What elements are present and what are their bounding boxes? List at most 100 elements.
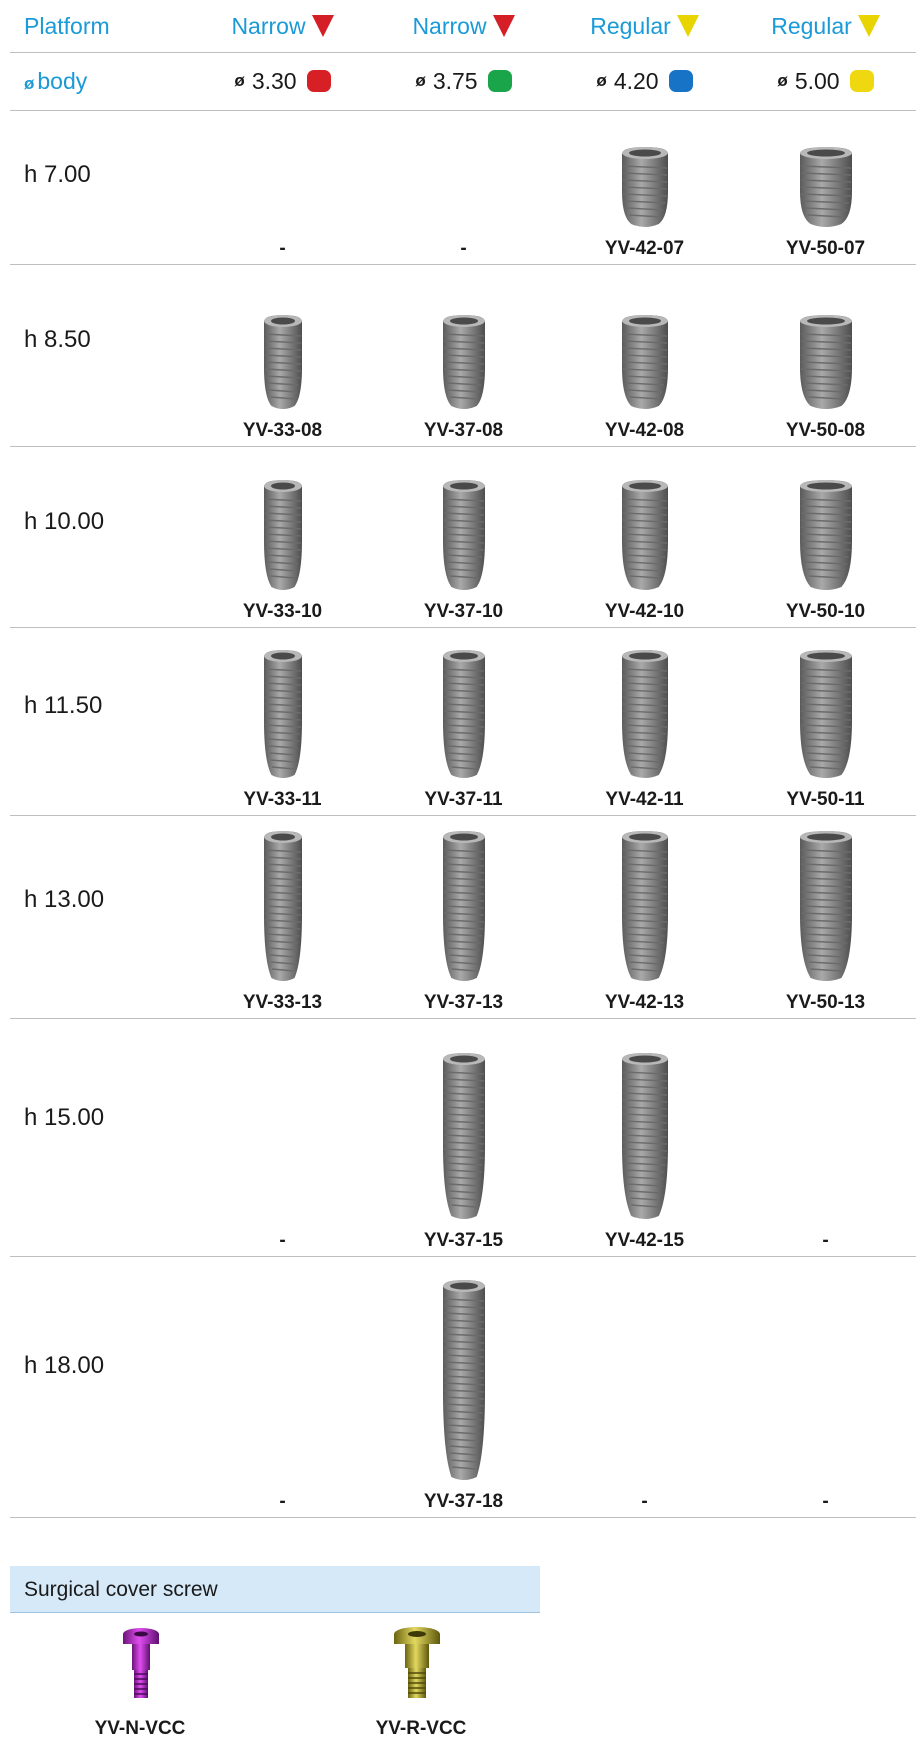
implant-image bbox=[799, 315, 852, 409]
product-code: - bbox=[279, 1491, 286, 1512]
product-code: YV-42-07 bbox=[604, 238, 685, 259]
implant-image bbox=[442, 1280, 485, 1480]
product-code: - bbox=[460, 238, 467, 259]
implant-image bbox=[621, 650, 668, 778]
implant-cell: YV-50-11 bbox=[735, 627, 916, 815]
implant-image bbox=[442, 650, 485, 778]
implant-image bbox=[621, 315, 668, 409]
product-code: YV-37-15 bbox=[423, 1230, 504, 1251]
implant-image bbox=[621, 831, 668, 981]
implant-image bbox=[442, 315, 485, 409]
height-row: h 13.00 YV-33-13 YV-37-13 YV-42- bbox=[10, 815, 916, 1019]
implant-image bbox=[799, 147, 852, 227]
implant-cell: YV-37-15 bbox=[373, 1018, 554, 1256]
product-code: YV-37-10 bbox=[423, 601, 504, 622]
product-code: YV-50-13 bbox=[785, 992, 866, 1013]
product-code: YV-50-10 bbox=[785, 601, 866, 622]
product-code: - bbox=[279, 1230, 286, 1251]
height-label: h 13.00 bbox=[24, 886, 105, 914]
height-row: h 7.00 - - YV-42-07 YV-50-07 bbox=[10, 110, 916, 265]
implant-cell: YV-50-10 bbox=[735, 446, 916, 627]
implant-image bbox=[621, 480, 668, 590]
implant-cell: - bbox=[735, 1018, 916, 1256]
platform-name: Narrow bbox=[412, 12, 487, 39]
implant-cell: - bbox=[192, 1018, 373, 1256]
cover-screw-code: YV-R-VCC bbox=[375, 1718, 467, 1739]
implant-image bbox=[799, 650, 852, 778]
narrow-triangle-icon bbox=[311, 15, 334, 37]
diameter-value: 3.30 bbox=[251, 67, 297, 94]
product-code: YV-33-10 bbox=[242, 601, 323, 622]
implant-image bbox=[799, 831, 852, 981]
implant-cell: YV-37-13 bbox=[373, 815, 554, 1018]
implant-image bbox=[621, 147, 668, 227]
product-code: YV-37-18 bbox=[423, 1491, 504, 1512]
product-code: YV-42-13 bbox=[604, 992, 685, 1013]
implant-cell: YV-33-08 bbox=[192, 264, 373, 446]
red-color-chip bbox=[306, 70, 331, 92]
implant-image bbox=[263, 650, 302, 778]
platform-name: Regular bbox=[771, 12, 852, 39]
height-label: h 18.00 bbox=[24, 1351, 105, 1379]
diameter-value: 4.20 bbox=[613, 67, 659, 94]
implant-cell: YV-42-10 bbox=[554, 446, 735, 627]
product-code: YV-42-08 bbox=[604, 420, 685, 441]
diameter-symbol: ø bbox=[415, 71, 426, 90]
height-row: h 8.50 YV-33-08 YV-37-08 YV-42-0 bbox=[10, 264, 916, 447]
implant-cell: - bbox=[192, 110, 373, 264]
implant-cell: YV-37-18 bbox=[373, 1256, 554, 1517]
diameter-symbol: ø bbox=[777, 71, 788, 90]
implant-cell: YV-33-13 bbox=[192, 815, 373, 1018]
implant-image bbox=[442, 831, 485, 981]
implant-cell: - bbox=[735, 1256, 916, 1517]
product-code: YV-37-08 bbox=[423, 420, 504, 441]
platform-name: Regular bbox=[590, 12, 671, 39]
platform-label: Platform bbox=[24, 12, 110, 39]
product-code: YV-42-15 bbox=[604, 1230, 685, 1251]
diameter-value: 3.75 bbox=[432, 67, 478, 94]
diameter-symbol: ø bbox=[234, 71, 245, 90]
height-row: h 10.00 YV-33-10 YV-37-10 YV-42- bbox=[10, 446, 916, 628]
narrow-triangle-icon bbox=[492, 15, 515, 37]
implant-cell: YV-42-15 bbox=[554, 1018, 735, 1256]
product-code: YV-42-10 bbox=[604, 601, 685, 622]
regular-triangle-icon bbox=[857, 15, 880, 37]
implant-image bbox=[442, 480, 485, 590]
product-code: - bbox=[279, 238, 286, 259]
cover-screw-header: Surgical cover screw bbox=[10, 1566, 540, 1613]
product-code: - bbox=[822, 1491, 829, 1512]
implant-cell: - bbox=[554, 1256, 735, 1517]
product-code: YV-37-13 bbox=[423, 992, 504, 1013]
implant-cell: YV-37-08 bbox=[373, 264, 554, 446]
implant-image bbox=[621, 1053, 668, 1219]
blue-color-chip bbox=[668, 70, 693, 92]
platform-name: Narrow bbox=[231, 12, 306, 39]
implant-image bbox=[799, 480, 852, 590]
height-label: h 10.00 bbox=[24, 508, 105, 536]
product-code: YV-42-11 bbox=[605, 789, 684, 810]
cover-screw-code: YV-N-VCC bbox=[94, 1718, 186, 1739]
narrow-cover-screw-image bbox=[123, 1628, 159, 1698]
product-code: - bbox=[822, 1230, 829, 1251]
implant-cell: YV-50-13 bbox=[735, 815, 916, 1018]
implant-cell: YV-33-11 bbox=[192, 627, 373, 815]
implant-cell: YV-42-13 bbox=[554, 815, 735, 1018]
platform-row: Platform Narrow Narrow Regular Regular bbox=[10, 0, 916, 53]
product-code: YV-50-11 bbox=[786, 789, 865, 810]
implant-cell: YV-33-10 bbox=[192, 446, 373, 627]
height-row: h 15.00 - YV-37-15 YV-42-15 - bbox=[10, 1018, 916, 1257]
regular-cover-screw-image bbox=[394, 1627, 440, 1698]
height-label: h 15.00 bbox=[24, 1103, 105, 1131]
yellow-color-chip bbox=[849, 70, 874, 92]
body-diameter-row: ø body ø 3.30 ø 3.75 ø 4.20 ø 5.00 bbox=[10, 52, 916, 111]
implant-cell: YV-37-11 bbox=[373, 627, 554, 815]
height-row: h 11.50 YV-33-11 YV-37-11 YV-42- bbox=[10, 627, 916, 816]
implant-cell: YV-42-07 bbox=[554, 110, 735, 264]
implant-cell: YV-37-10 bbox=[373, 446, 554, 627]
product-code: YV-33-13 bbox=[242, 992, 323, 1013]
implant-cell: - bbox=[192, 1256, 373, 1517]
diameter-value: 5.00 bbox=[794, 67, 840, 94]
height-label: h 7.00 bbox=[24, 160, 91, 188]
diameter-symbol: ø bbox=[596, 71, 607, 90]
implant-cell: YV-42-08 bbox=[554, 264, 735, 446]
